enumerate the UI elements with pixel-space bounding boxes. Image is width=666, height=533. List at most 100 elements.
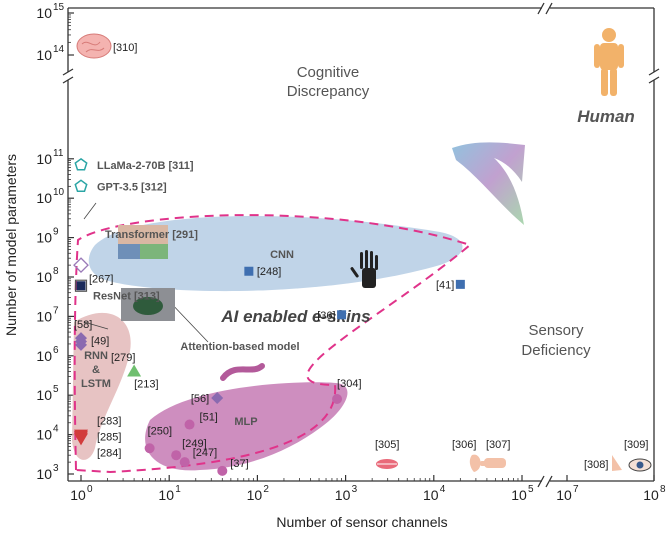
axis-frame [67, 7, 655, 482]
point-resnet-313 [74, 279, 88, 292]
brain-icon [76, 33, 112, 59]
point-gpt-3-5-312 [74, 179, 88, 192]
x-axis-title: Number of sensor channels [276, 514, 447, 530]
x-tick-exponent: 0 [87, 484, 93, 495]
point-label: [279] [111, 352, 135, 364]
icon-ref-label: [306] [452, 439, 476, 451]
icon-ref-label: [309] [624, 439, 648, 451]
cnn-skin-thumbnail [118, 225, 168, 259]
y-axis-title: Number of model parameters [3, 154, 19, 336]
point-248 [244, 266, 254, 276]
rnn-lstm-region [72, 312, 131, 460]
point-213 [127, 364, 142, 377]
x-tick-label: 10 [335, 487, 351, 503]
x-tick-label: 10 [556, 487, 572, 503]
ref-279-leader-line [83, 321, 109, 330]
x-break-top-2 [545, 2, 553, 15]
point-label: [37] [230, 458, 248, 470]
eye-icon [628, 458, 652, 472]
point-36 [337, 310, 347, 320]
attention-thumbnail [121, 288, 175, 321]
point-247 [179, 457, 190, 468]
point-37 [217, 465, 228, 476]
mouth-icon [376, 459, 398, 469]
point-label: [49] [91, 336, 109, 348]
rnn-lstm-label: RNN & LSTM [81, 350, 111, 390]
ear-icon [469, 454, 481, 472]
y-tick-label: 10 [36, 308, 52, 324]
point-label: ResNet [313] [93, 291, 160, 303]
point-label: [284] [97, 447, 121, 459]
human-figure-icon [594, 28, 624, 96]
y-tick-label: 10 [36, 387, 52, 403]
x-tick-exponent: 7 [573, 484, 579, 495]
y-tick-exponent: 10 [53, 187, 65, 198]
point-label: [247] [193, 447, 217, 459]
point-label: Transformer [291] [105, 229, 198, 241]
x-tick-label: 10 [70, 487, 86, 503]
point-304 [332, 394, 343, 405]
data-points [73, 157, 465, 476]
point-label: [213] [134, 378, 158, 390]
y-tick-label: 10 [36, 47, 52, 63]
y-tick-exponent: 14 [53, 44, 65, 55]
y-tick-label: 10 [36, 190, 52, 206]
hand-icon [480, 458, 506, 468]
x-tick-label: 10 [511, 487, 527, 503]
y-break-right-1 [648, 76, 660, 84]
point-label: [36] [317, 310, 335, 322]
x-tick-exponent: 2 [263, 484, 269, 495]
ai-e-skins-boundary [73, 214, 473, 474]
point-label: GPT-3.5 [312] [97, 181, 167, 193]
point-56 [211, 391, 224, 404]
x-tick-exponent: 1 [175, 484, 181, 495]
ai-e-skins-label: AI enabled e-skins [220, 307, 370, 326]
x-tick-exponent: 8 [660, 484, 666, 495]
x-tick-label: 10 [423, 487, 439, 503]
x-tick-label: 10 [158, 487, 174, 503]
thumbnail-images [76, 33, 652, 472]
point-label: [58] [74, 319, 92, 331]
x-tick-label: 10 [643, 487, 659, 503]
point-label: [283] [97, 416, 121, 428]
robot-hand-icon [350, 250, 378, 288]
point-51 [184, 419, 195, 430]
cnn-label: CNN [270, 249, 294, 261]
y-tick-label: 10 [36, 348, 52, 364]
y-tick-label: 10 [36, 151, 52, 167]
y-tick-exponent: 15 [53, 2, 65, 13]
icon-ref-label: [310] [113, 42, 137, 54]
point-41 [455, 279, 465, 289]
gradient-arrow-shape [452, 142, 525, 225]
x-tick-label: 10 [247, 487, 263, 503]
x-tick-exponent: 4 [440, 484, 446, 495]
point-label: LLaMa-2-70B [311] [97, 160, 194, 172]
nose-icon [612, 455, 622, 471]
flexible-sensor-icon [220, 363, 265, 381]
point-label: [304] [337, 378, 361, 390]
y-tick-exponent: 8 [53, 266, 59, 277]
y-break-right-2 [648, 68, 660, 76]
y-break-left-1 [62, 76, 74, 84]
point-label: [285] [97, 431, 121, 443]
point-label: [41] [436, 279, 454, 291]
point-label: [250] [148, 425, 172, 437]
point-llama-2-70b-311 [74, 157, 88, 171]
y-tick-exponent: 6 [53, 345, 59, 356]
icon-ref-label: [307] [486, 439, 510, 451]
point-label: [56] [191, 393, 209, 405]
point-250 [144, 443, 155, 454]
y-tick-exponent: 11 [53, 148, 64, 159]
x-tick-exponent: 3 [352, 484, 358, 495]
point-label: [267] [89, 274, 113, 286]
x-ticks: 10 0 10 1 10 2 10 3 10 4 10 5 10 7 10 8 [70, 475, 666, 503]
icon-ref-label: [305] [375, 439, 399, 451]
point-transformer-291 [73, 257, 89, 274]
y-tick-label: 10 [36, 466, 52, 482]
attention-model-label: Attention-based model [180, 341, 299, 353]
x-break-bottom-2 [545, 475, 553, 488]
point-label: [248] [257, 266, 281, 278]
